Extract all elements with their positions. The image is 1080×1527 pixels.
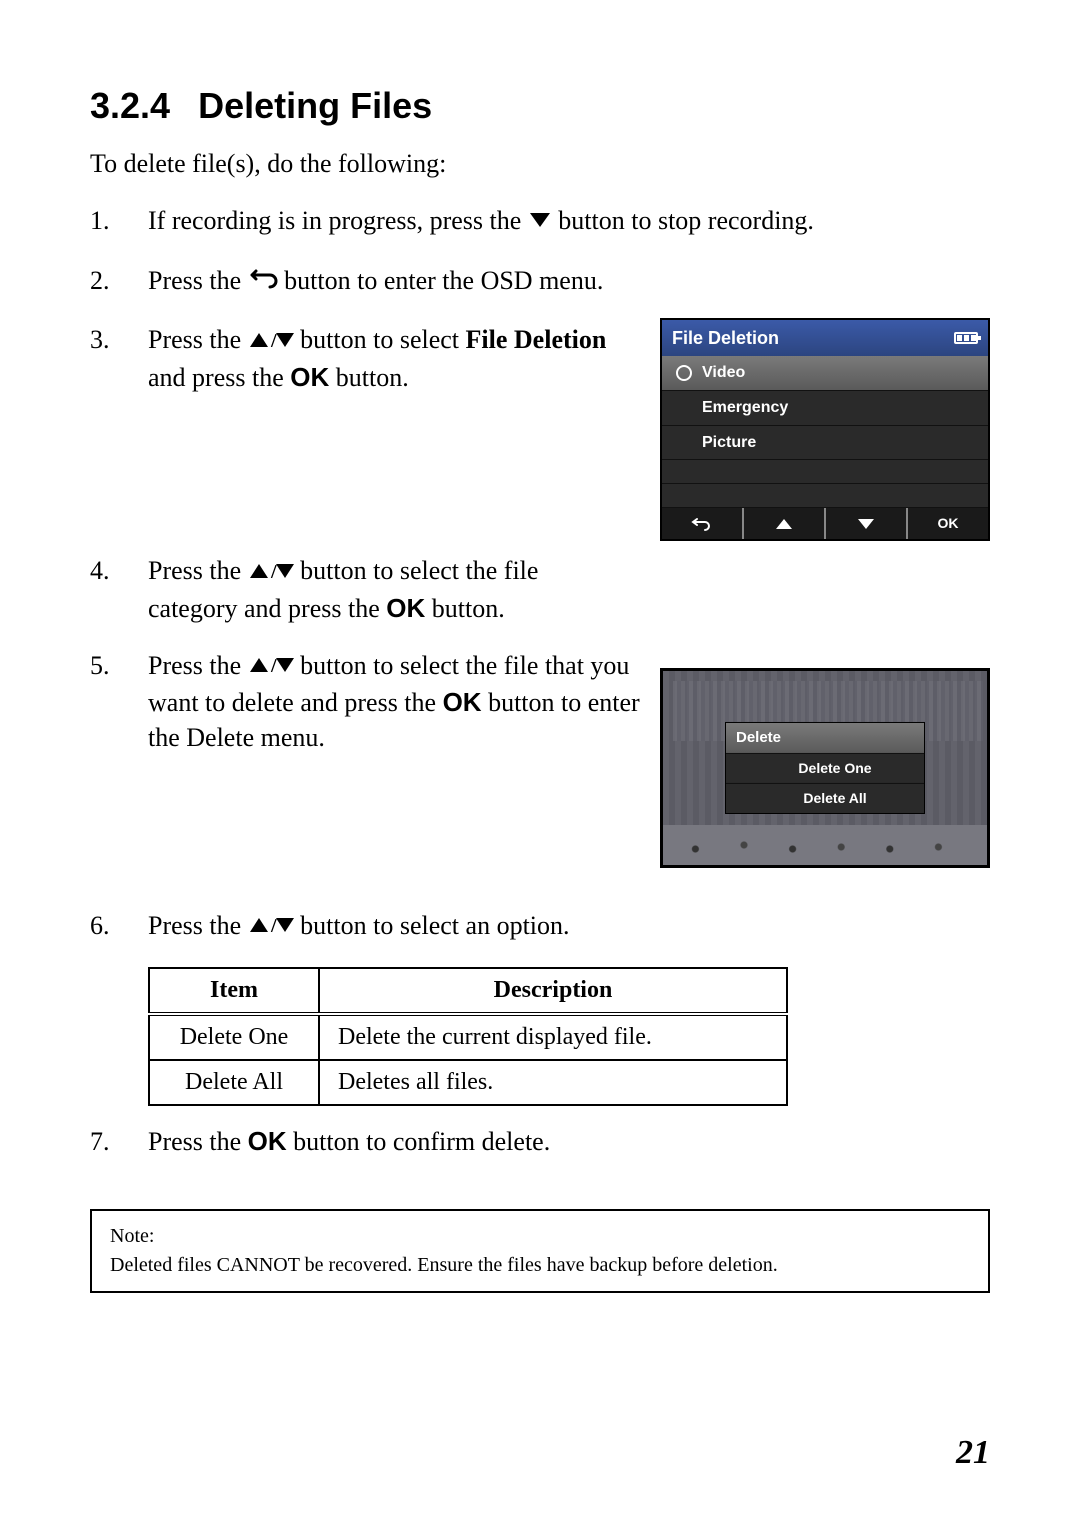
step-2-text-b: button to enter the OSD menu.	[284, 266, 603, 295]
popup-title: Delete	[726, 723, 924, 753]
battery-icon	[954, 332, 978, 344]
ok-icon: OK	[386, 593, 425, 623]
ok-icon: OK	[248, 1126, 287, 1156]
step-4: Press the / button to select the file ca…	[90, 553, 990, 626]
note-label: Note:	[110, 1225, 970, 1248]
table-header-item: Item	[149, 968, 319, 1014]
section-number: 3.2.4	[90, 85, 170, 126]
step-7-text-a: Press the	[148, 1127, 248, 1156]
step-1-text-a: If recording is in progress, press the	[148, 206, 528, 235]
step-2: Press the button to enter the OSD menu.	[90, 263, 990, 301]
svg-text:/: /	[270, 562, 277, 580]
section-title: Deleting Files	[198, 85, 432, 126]
osd1-item-picture: Picture	[662, 426, 988, 461]
up-down-triangle-icon: /	[248, 648, 294, 683]
step-3-text-b: button to select	[300, 325, 465, 354]
step-6: Press the / button to select an option.	[90, 908, 990, 946]
ok-icon: OK	[290, 362, 329, 392]
step-3-text-d: and press the	[148, 363, 290, 392]
popup-opt-delete-all: Delete All	[726, 783, 924, 813]
nav-up-icon	[744, 508, 826, 539]
step-1-text-b: button to stop recording.	[558, 206, 814, 235]
popup-opt-delete-one: Delete One	[726, 753, 924, 783]
table-cell: Delete the current displayed file.	[319, 1014, 787, 1060]
osd1-nav-bar: OK	[662, 508, 988, 539]
table-cell: Delete One	[149, 1014, 319, 1060]
osd-file-deletion-screenshot: File Deletion Video Emergency Picture OK	[660, 318, 990, 541]
step-3-text-e: button.	[329, 363, 408, 392]
nav-ok-label: OK	[908, 508, 988, 539]
delete-popup: Delete Delete One Delete All	[725, 722, 925, 814]
table-cell: Deletes all files.	[319, 1060, 787, 1105]
section-heading: 3.2.4 Deleting Files	[90, 85, 990, 127]
back-arrow-icon	[248, 263, 278, 298]
step-6-text-b: button to select an option.	[300, 911, 569, 940]
page-number: 21	[956, 1434, 990, 1472]
step-5: Press the / button to select the file th…	[90, 648, 990, 868]
osd-delete-popup-screenshot: Delete Delete One Delete All	[660, 668, 990, 868]
nav-down-icon	[826, 508, 908, 539]
up-down-triangle-icon: /	[248, 908, 294, 943]
up-down-triangle-icon: /	[248, 554, 294, 589]
step-6-text-a: Press the	[148, 911, 248, 940]
svg-text:/: /	[270, 331, 277, 349]
steps-list: If recording is in progress, press the b…	[90, 203, 990, 945]
step-4-text-a: Press the	[148, 556, 248, 585]
step-7-text-b: button to confirm delete.	[287, 1127, 551, 1156]
up-down-triangle-icon: /	[248, 323, 294, 358]
osd1-item-emergency: Emergency	[662, 391, 988, 426]
table-cell: Delete All	[149, 1060, 319, 1105]
step-2-text-a: Press the	[148, 266, 248, 295]
options-table: Item Description Delete One Delete the c…	[148, 967, 788, 1106]
osd1-item-video: Video	[662, 356, 988, 391]
down-triangle-icon	[528, 203, 552, 238]
step-1: If recording is in progress, press the b…	[90, 203, 990, 241]
note-box: Note: Deleted files CANNOT be recovered.…	[90, 1209, 990, 1293]
table-row: Delete All Deletes all files.	[149, 1060, 787, 1105]
osd1-title: File Deletion	[672, 326, 779, 350]
note-text: Deleted files CANNOT be recovered. Ensur…	[110, 1254, 970, 1277]
step-5-text-a: Press the	[148, 651, 248, 680]
intro-text: To delete file(s), do the following:	[90, 149, 990, 179]
step-4-text-c: button.	[425, 594, 504, 623]
svg-text:/: /	[270, 916, 277, 934]
ok-icon: OK	[443, 687, 482, 717]
step-3-bold: File Deletion	[466, 325, 607, 354]
step-3: Press the / button to select File Deleti…	[90, 322, 990, 541]
nav-back-icon	[662, 508, 744, 539]
table-row: Delete One Delete the current displayed …	[149, 1014, 787, 1060]
step-3-text-a: Press the	[148, 325, 248, 354]
step-7: Press the OK button to confirm delete.	[90, 1124, 990, 1159]
svg-text:/: /	[270, 656, 277, 674]
table-header-description: Description	[319, 968, 787, 1014]
